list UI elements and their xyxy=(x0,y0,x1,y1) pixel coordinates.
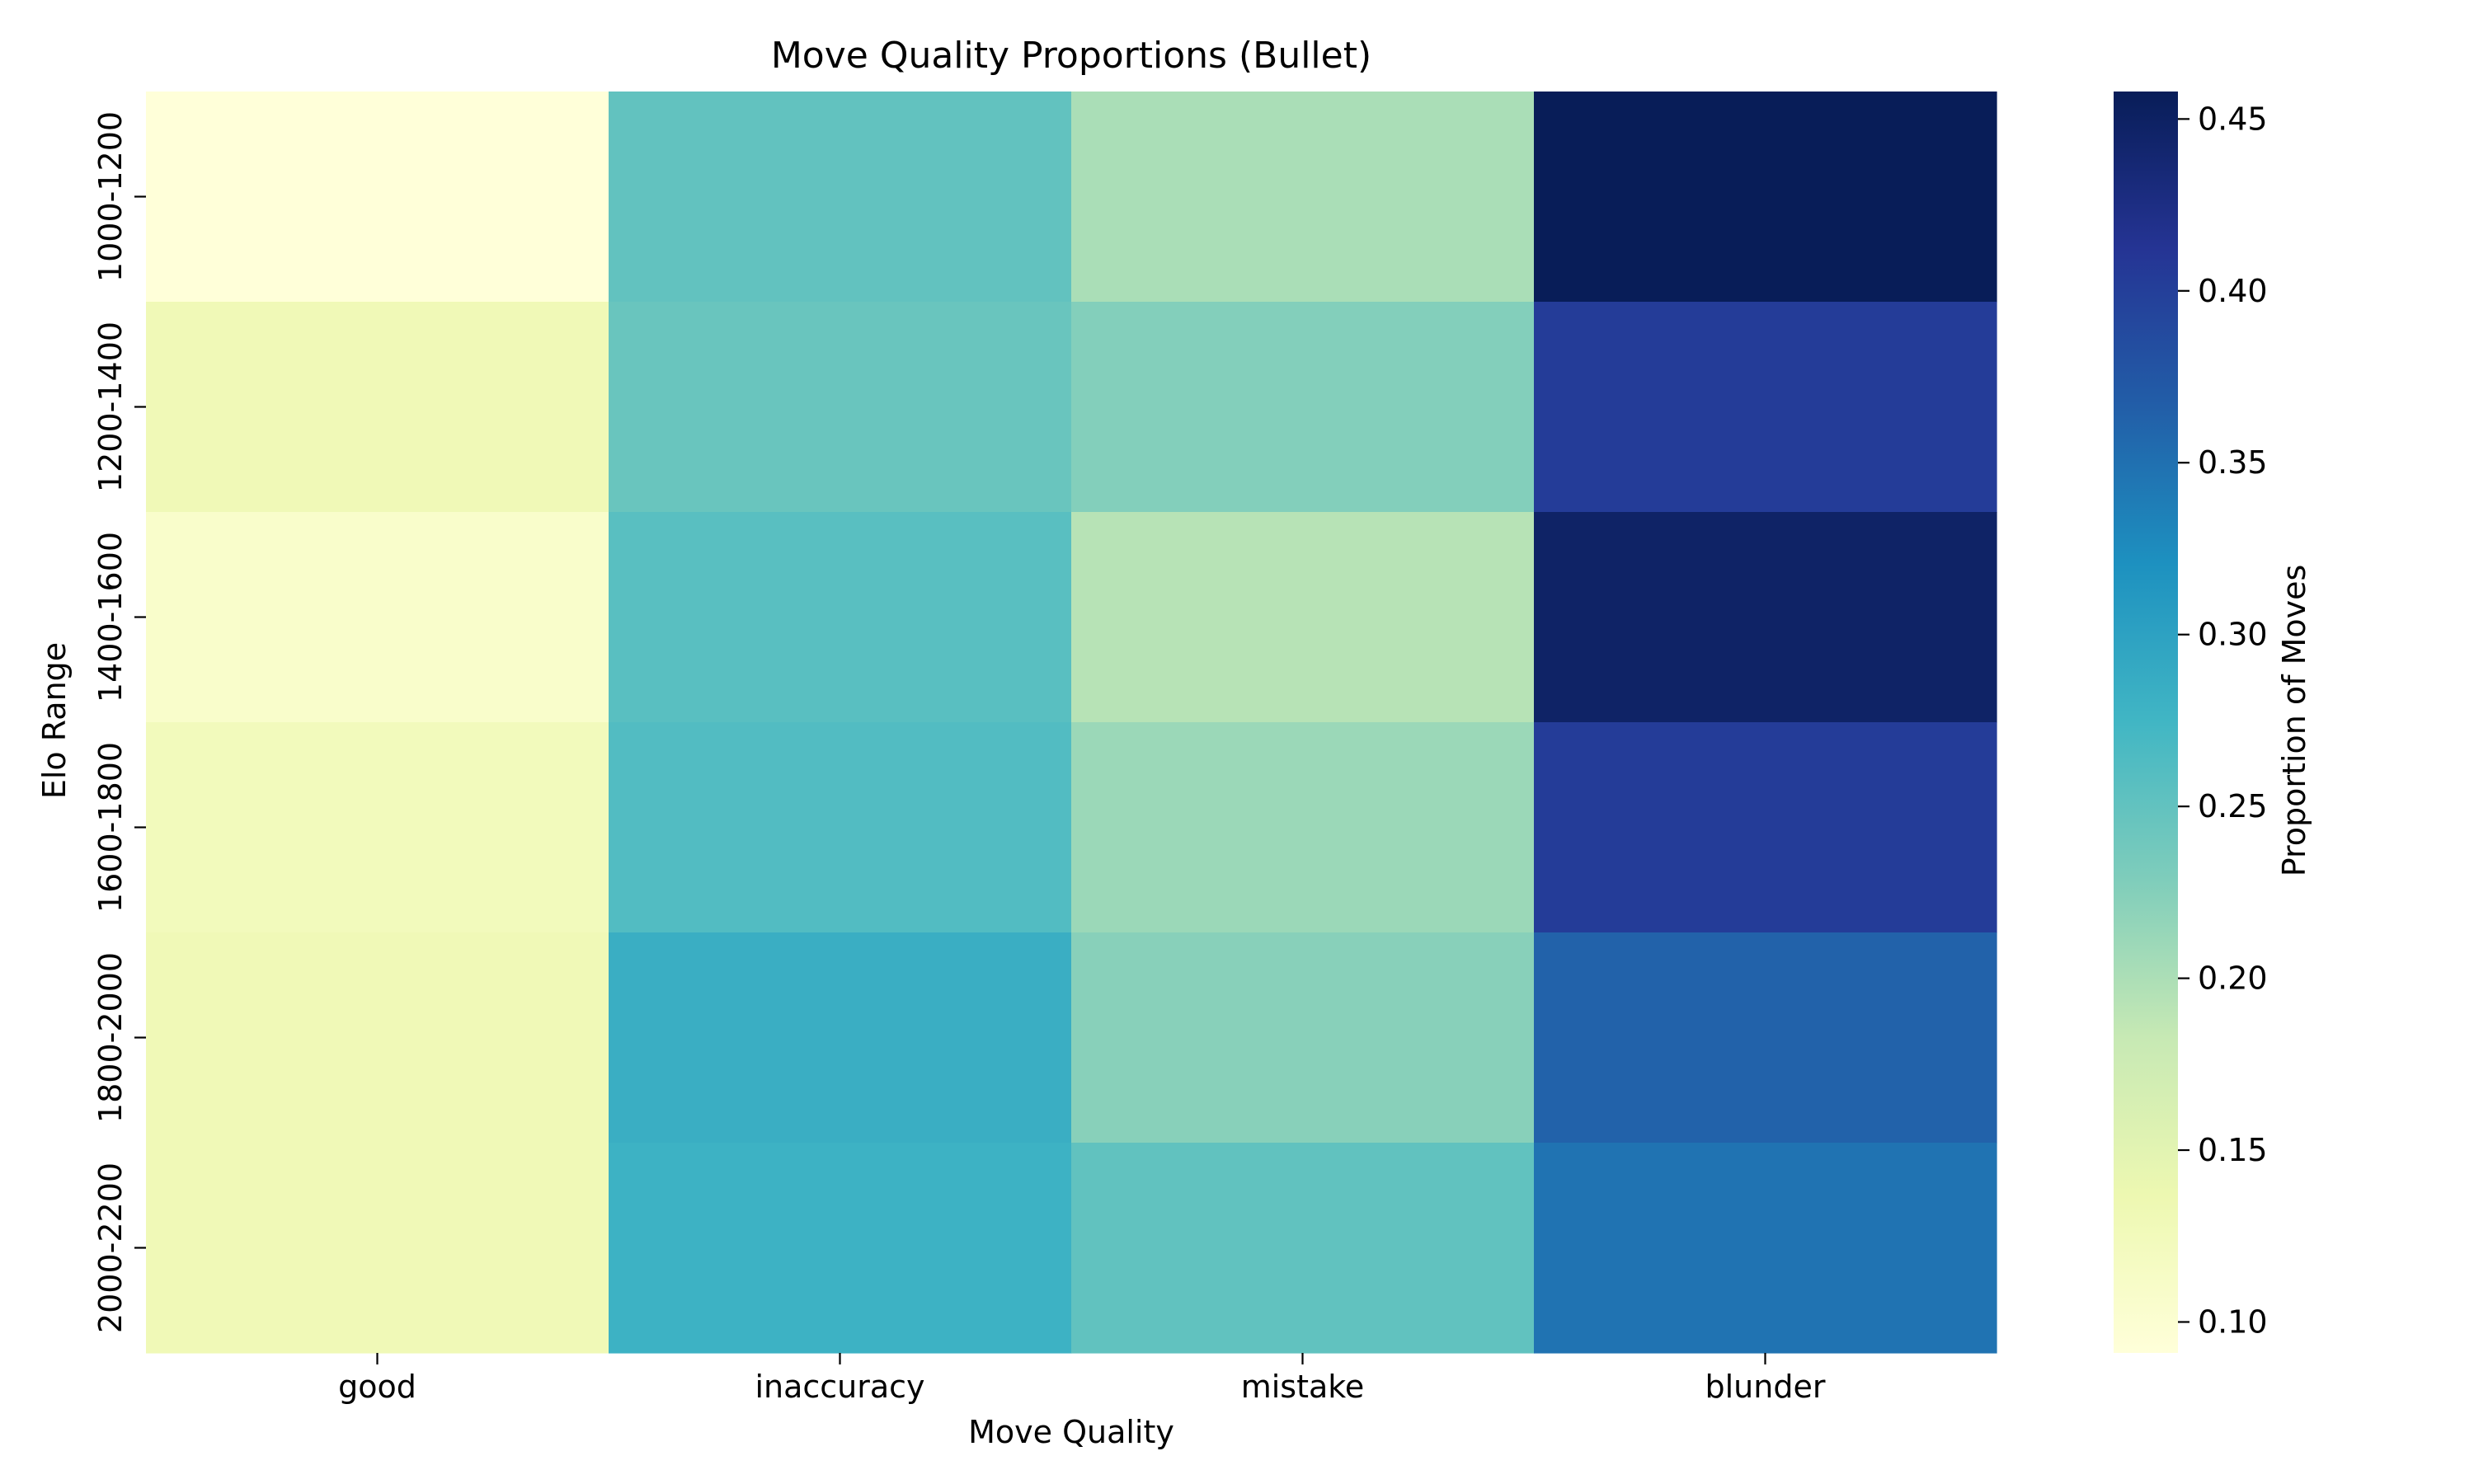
y-tick-label: 1600-1800 xyxy=(92,742,129,913)
colorbar-tick-label: 0.30 xyxy=(2198,617,2268,653)
x-tick-label: good xyxy=(338,1369,416,1405)
heatmap-cell-1200-1400-inaccuracy xyxy=(609,302,1072,513)
heatmap-cell-2000-2200-mistake xyxy=(1071,1143,1535,1354)
heatmap-cell-1000-1200-inaccuracy xyxy=(609,92,1072,303)
heatmap-cell-2000-2200-blunder xyxy=(1534,1143,1997,1354)
colorbar-label: Proportion of Moves xyxy=(2276,565,2312,877)
y-tick-label: 1800-2000 xyxy=(92,952,129,1123)
heatmap-cell-2000-2200-inaccuracy xyxy=(609,1143,1072,1354)
heatmap-cell-1000-1200-blunder xyxy=(1534,92,1997,303)
heatmap-cell-1200-1400-mistake xyxy=(1071,302,1535,513)
colorbar-tick-label: 0.20 xyxy=(2198,960,2268,997)
colorbar-tick-label: 0.15 xyxy=(2198,1132,2268,1168)
y-tick-label: 2000-2200 xyxy=(92,1162,129,1333)
heatmap-cell-1200-1400-good xyxy=(146,302,609,513)
x-tick-label: blunder xyxy=(1705,1369,1826,1405)
heatmap-cells xyxy=(146,92,1997,1354)
heatmap-cell-1400-1600-good xyxy=(146,512,609,723)
heatmap-cell-1600-1800-inaccuracy xyxy=(609,722,1072,933)
colorbar-tick-label: 0.35 xyxy=(2198,444,2268,481)
y-tick-label: 1000-1200 xyxy=(92,111,129,282)
heatmap-cell-1000-1200-mistake xyxy=(1071,92,1535,303)
colorbar-tick-label: 0.10 xyxy=(2198,1303,2268,1340)
heatmap-cell-1600-1800-mistake xyxy=(1071,722,1535,933)
x-tick-label: inaccuracy xyxy=(755,1369,924,1405)
heatmap-cell-1200-1400-blunder xyxy=(1534,302,1997,513)
heatmap-cell-1400-1600-mistake xyxy=(1071,512,1535,723)
heatmap-cell-1800-2000-good xyxy=(146,932,609,1144)
colorbar-tick-label: 0.25 xyxy=(2198,788,2268,824)
heatmap-cell-1600-1800-blunder xyxy=(1534,722,1997,933)
heatmap-cell-1800-2000-inaccuracy xyxy=(609,932,1072,1144)
heatmap-cell-1600-1800-good xyxy=(146,722,609,933)
heatmap-cell-1400-1600-inaccuracy xyxy=(609,512,1072,723)
y-tick-label: 1200-1400 xyxy=(92,322,129,492)
colorbar xyxy=(2114,92,2178,1353)
heatmap-cell-1000-1200-good xyxy=(146,92,609,303)
heatmap-cell-1400-1600-blunder xyxy=(1534,512,1997,723)
y-tick-label: 1400-1600 xyxy=(92,532,129,702)
colorbar-tick-label: 0.40 xyxy=(2198,273,2268,309)
x-axis-ticks: good inaccuracy mistake blunder xyxy=(338,1353,1826,1405)
y-axis-ticks: 1000-1200 1200-1400 1400-1600 1600-1800 1800… xyxy=(92,111,146,1333)
y-axis-label: Elo Range xyxy=(36,642,73,799)
heatmap-cell-1800-2000-blunder xyxy=(1534,932,1997,1144)
colorbar-ticks: 0.10 0.15 0.20 0.25 0.30 0.35 0.40 0.45 xyxy=(2178,101,2268,1340)
heatmap-cell-2000-2200-good xyxy=(146,1143,609,1354)
x-axis-label: Move Quality xyxy=(968,1414,1174,1450)
x-tick-label: mistake xyxy=(1241,1369,1365,1405)
colorbar-tick-label: 0.45 xyxy=(2198,101,2268,137)
chart-title: Move Quality Proportions (Bullet) xyxy=(771,35,1371,77)
heatmap-cell-1800-2000-mistake xyxy=(1071,932,1535,1144)
